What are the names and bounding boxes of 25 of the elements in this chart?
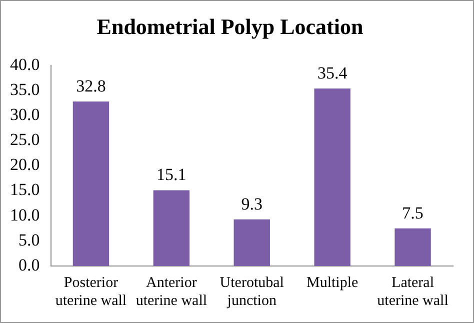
y-tick-label: 0.0	[18, 255, 40, 274]
data-label: 15.1	[156, 165, 186, 184]
x-tick-label: Anterior uterine wall	[136, 274, 208, 309]
bar	[314, 88, 350, 266]
x-tick-label: Posterior uterine wall	[55, 274, 127, 309]
y-tick-label: 30.0	[10, 105, 40, 124]
y-tick-label: 15.0	[10, 180, 40, 200]
bar	[394, 228, 431, 266]
y-tick-label: 10.0	[10, 205, 40, 224]
data-label: 9.3	[241, 194, 262, 214]
y-tick-label: 25.0	[10, 130, 40, 150]
y-tick-label: 35.0	[10, 80, 40, 99]
x-tick-label: Lateral uterine wall	[377, 274, 448, 309]
chart-title: Endometrial Polyp Location	[96, 14, 364, 39]
x-tick-label: Uterotubal junction	[220, 274, 284, 309]
data-label: 32.8	[76, 76, 106, 96]
data-label: 7.5	[402, 203, 424, 222]
y-tick-label: 40.0	[10, 54, 40, 74]
bar	[153, 190, 190, 266]
bar	[234, 219, 270, 266]
y-tick-label: 20.0	[10, 155, 40, 174]
y-tick-label: 5.0	[18, 230, 40, 250]
data-label: 35.4	[317, 63, 348, 82]
x-tick-label: Multiple	[306, 274, 358, 291]
bar	[72, 102, 110, 266]
